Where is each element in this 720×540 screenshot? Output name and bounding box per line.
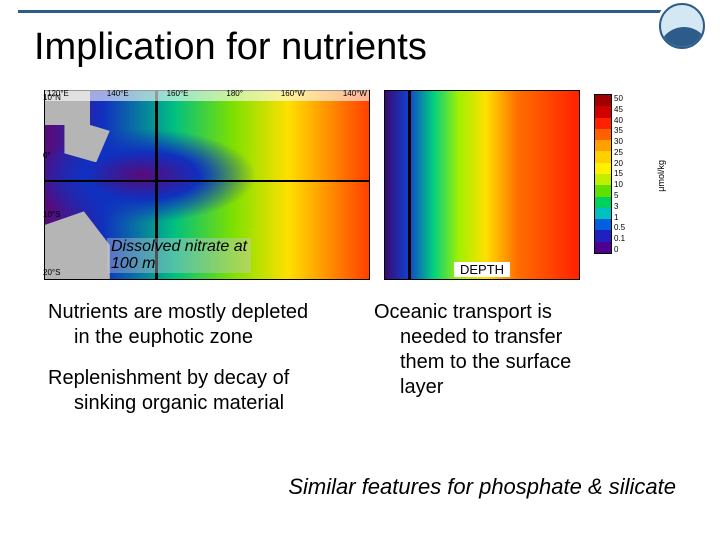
logo [656, 0, 708, 52]
map-lat-axis: 10°N0°10°S20°S [43, 91, 57, 279]
figure-row: 120°E140°E160°E180°160°W140°W 10°N0°10°S… [44, 90, 696, 290]
logo-ring [659, 3, 705, 49]
map-caption-line2: 100 m [111, 255, 155, 272]
colorbar-ticks: 5045403530252015105310.50.10 [614, 94, 625, 254]
map-equator-line [45, 180, 369, 182]
header-rule [18, 10, 702, 13]
footer-note: Similar features for phosphate & silicat… [288, 474, 676, 500]
colorbar-gradient [594, 94, 612, 254]
left-para-1: Nutrients are mostly depleted in the eup… [48, 300, 350, 350]
left-para-2: Replenishment by decay of sinking organi… [48, 366, 350, 416]
slide-title: Implication for nutrients [34, 26, 427, 69]
lp2l1: Replenishment by decay of [48, 367, 289, 389]
rp1l1: Oceanic transport is [374, 301, 552, 323]
section-vertical-line [408, 91, 411, 279]
map-caption-line1: Dissolved nitrate at [111, 238, 247, 255]
colorbar-unit: μmol/kg [656, 160, 666, 192]
colorbar: 5045403530252015105310.50.10 μmol/kg [594, 90, 664, 280]
depth-axis-label: DEPTH [454, 262, 510, 277]
left-text-column: Nutrients are mostly depleted in the eup… [48, 300, 350, 432]
map-caption: Dissolved nitrate at 100 m [107, 238, 251, 273]
lp1l2: in the euphotic zone [48, 325, 350, 350]
rp1l4: layer [374, 375, 676, 400]
right-text-column: Oceanic transport is needed to transfer … [374, 300, 676, 432]
nitrate-map-figure: 120°E140°E160°E180°160°W140°W 10°N0°10°S… [44, 90, 370, 280]
rp1l3: them to the surface [374, 350, 676, 375]
map-lon-axis: 120°E140°E160°E180°160°W140°W [45, 89, 369, 101]
lp2l2: sinking organic material [48, 391, 350, 416]
nitrate-section-figure: DEPTH [384, 90, 580, 280]
lp1l1: Nutrients are mostly depleted [48, 301, 308, 323]
nitrate-section-surface [385, 91, 579, 279]
body-columns: Nutrients are mostly depleted in the eup… [48, 300, 676, 432]
rp1l2: needed to transfer [374, 325, 676, 350]
right-para-1: Oceanic transport is needed to transfer … [374, 300, 676, 400]
logo-wave-icon [659, 27, 705, 49]
